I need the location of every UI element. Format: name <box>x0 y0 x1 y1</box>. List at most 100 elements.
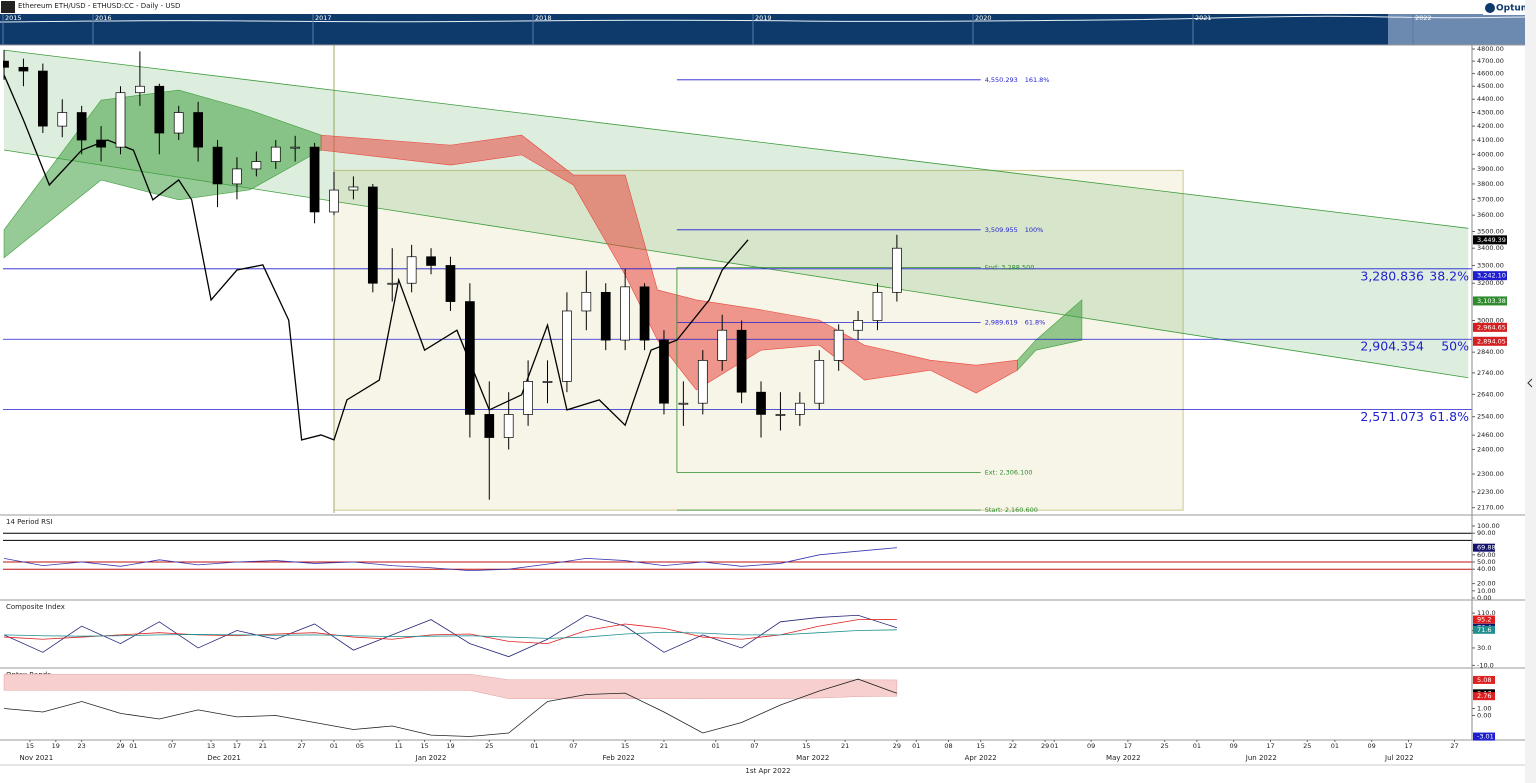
x-tick-label: 15 <box>420 742 428 750</box>
candle-body <box>678 402 689 405</box>
indicator-panel: 14 Period RSI <box>3 518 1472 572</box>
fib-level-value: 3,280.836 <box>1360 268 1424 283</box>
indicator-line <box>3 547 897 572</box>
x-tick-label: 08 <box>944 742 952 750</box>
navigator[interactable] <box>0 14 1525 45</box>
y-tick-label: 2840.00 <box>1477 348 1504 356</box>
window-icon[interactable] <box>1 1 15 13</box>
candle-body <box>57 112 68 127</box>
y-tick-label: 40.00 <box>1477 565 1496 573</box>
navigator-window[interactable] <box>1388 14 1525 45</box>
y-tick-label: -10.0 <box>1477 661 1494 669</box>
candle-body <box>193 112 203 148</box>
candle-body <box>329 189 339 213</box>
panel-title: 14 Period RSI <box>6 518 53 526</box>
price-badge <box>1473 296 1507 306</box>
indicator-panel: Composite Index <box>3 603 898 658</box>
y-tick-label: 3400.00 <box>1477 244 1504 252</box>
y-tick-label: 3600.00 <box>1477 211 1504 219</box>
candle-body <box>814 360 825 404</box>
x-tick-label: 21 <box>841 742 849 750</box>
y-tick-label: 4600.00 <box>1477 70 1504 78</box>
candle-body <box>212 146 223 185</box>
x-month-label: Jun 2022 <box>1245 754 1277 762</box>
brand-box <box>1483 1 1533 15</box>
price-badge <box>1473 271 1507 281</box>
fib-level-percent: 61.8% <box>1429 409 1469 424</box>
candle-body <box>154 85 165 134</box>
value-badge <box>1473 615 1495 624</box>
x-tick-label: 15 <box>977 742 985 750</box>
extension-value: 2,989.619 <box>985 319 1018 327</box>
x-tick-label: 07 <box>750 742 758 750</box>
x-month-label: Feb 2022 <box>602 754 634 762</box>
y-tick-label: 4300.00 <box>1477 109 1504 117</box>
cursor-date: 1st Apr 2022 <box>745 767 790 775</box>
panel-title: Composite Index <box>6 603 65 611</box>
candle-body <box>96 139 106 148</box>
x-tick-label: 19 <box>52 742 60 750</box>
navigator-year: 2022 <box>1415 14 1432 22</box>
x-tick-label: 05 <box>356 742 364 750</box>
indicator-line <box>4 619 897 644</box>
price-badge <box>1473 336 1507 346</box>
panels: 3,280.836 38.2% 2,904.354 50% 2,571.073 61.8%… <box>3 268 1472 737</box>
channel-fill <box>4 50 1469 378</box>
y-tick-label: 60.00 <box>1477 551 1496 559</box>
value-badge-label: 2.76 <box>1477 692 1491 700</box>
candle-body <box>76 112 87 141</box>
candle-body <box>426 256 436 266</box>
x-tick-label: 27 <box>298 742 306 750</box>
indicator-panel: Optex Bands <box>3 671 898 737</box>
y-tick-label: 2540.00 <box>1477 413 1504 421</box>
side-panel-toggle[interactable] <box>1527 378 1533 388</box>
candle-body <box>445 265 456 302</box>
candle-body <box>367 186 378 284</box>
candle-body <box>581 291 592 312</box>
price-badge-label: 2,894.05 <box>1477 337 1506 345</box>
extension-percent: 61.8% <box>1025 319 1046 327</box>
x-tick-label: 22 <box>1009 742 1017 750</box>
candle-body <box>833 329 844 361</box>
candle-body <box>872 291 883 321</box>
price-badge-label: 3,103.38 <box>1477 297 1506 305</box>
candle-body <box>853 320 863 331</box>
y-tick-label: 110.0 <box>1477 609 1496 617</box>
navigator-year: 2015 <box>5 14 22 22</box>
indicator-line <box>3 614 898 658</box>
y-tick-label: 0.00 <box>1477 712 1491 720</box>
y-tick-label: 2400.00 <box>1477 445 1504 453</box>
x-tick-label: 21 <box>259 742 267 750</box>
x-tick-label: 01 <box>912 742 920 750</box>
candle-body <box>270 146 281 162</box>
y-tick-label: 3200.00 <box>1477 279 1504 287</box>
extension-marker-label: Ext: 2,306.100 <box>985 469 1033 477</box>
price-panel: 4,550.293 161.8% 3,509.955 100% 2,989.619 61.… <box>3 45 1472 514</box>
candle-body <box>892 247 902 293</box>
candle-body <box>794 402 805 415</box>
x-tick-label: 07 <box>569 742 577 750</box>
candle-body <box>18 66 29 72</box>
cloud <box>1017 299 1083 371</box>
lagging-line <box>3 74 749 441</box>
candle-body <box>503 414 514 438</box>
x-tick-label: 29 <box>1041 742 1049 750</box>
x-tick-label: 17 <box>1404 742 1412 750</box>
candle-body <box>3 60 9 68</box>
y-tick-label: 0.00 <box>1477 594 1491 602</box>
x-month-label: Dec 2021 <box>207 754 241 762</box>
y-tick-label: 3300.00 <box>1477 261 1504 269</box>
x-tick-label: 01 <box>129 742 137 750</box>
navigator-year: 2016 <box>95 14 112 22</box>
navigator-year: 2020 <box>975 14 992 22</box>
navigator-year: 2017 <box>315 14 332 22</box>
extension-marker-label: Start: 2,160.600 <box>985 506 1038 514</box>
y-tick-label: 50.00 <box>1477 558 1496 566</box>
x-tick-label: 17 <box>1124 742 1132 750</box>
x-tick-label: 09 <box>1230 742 1238 750</box>
y-tick-label: 4500.00 <box>1477 82 1504 90</box>
y-tick-label: 3000.00 <box>1477 317 1504 325</box>
y-tick-label: 4700.00 <box>1477 57 1504 65</box>
candle-body <box>736 329 747 393</box>
value-badge-label: -3.01 <box>1477 733 1494 741</box>
